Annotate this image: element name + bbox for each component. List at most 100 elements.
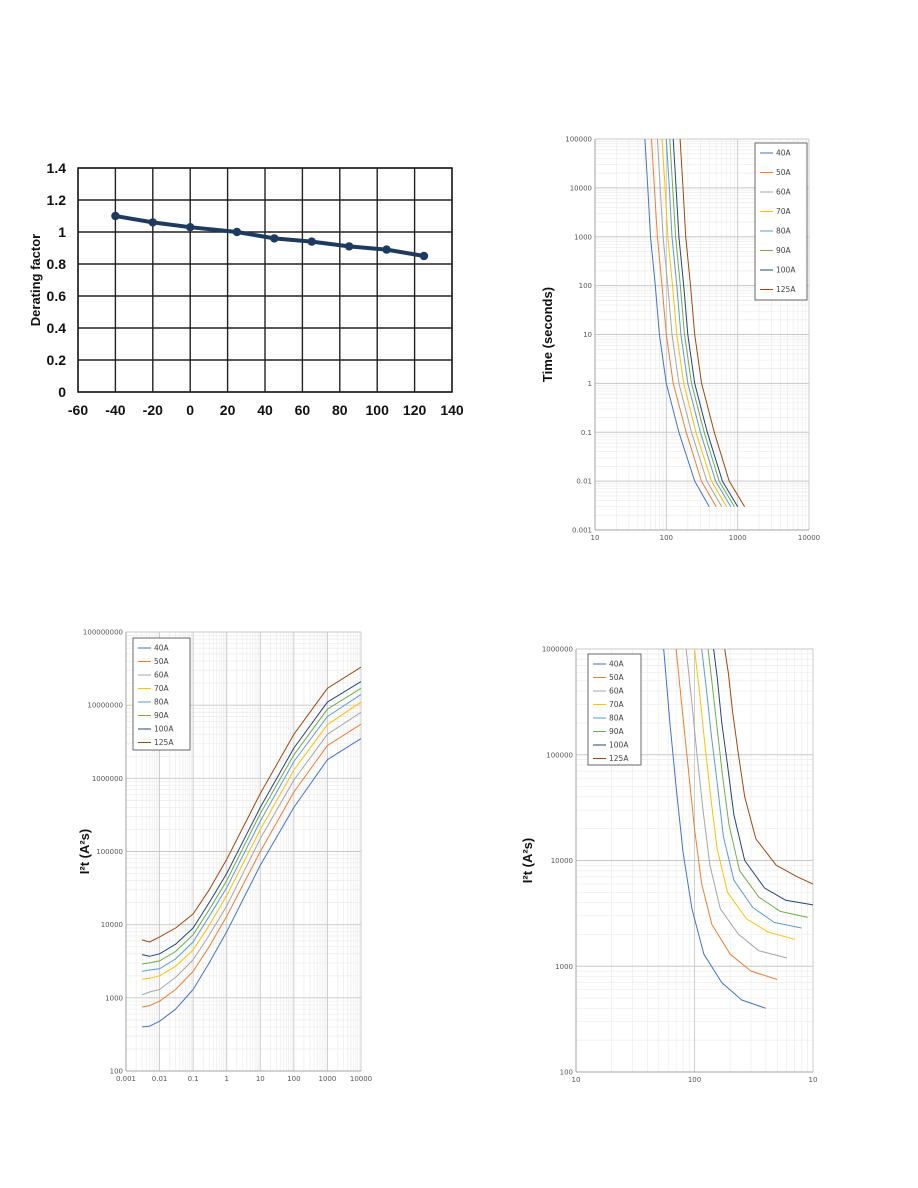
data-point	[270, 234, 279, 243]
x-tick-label: 60	[295, 402, 311, 418]
legend-label: 70A	[609, 700, 625, 709]
y-tick-label: 1.4	[47, 160, 67, 176]
x-tick-label: 80	[332, 402, 348, 418]
y-tick-label: 0.01	[576, 478, 592, 486]
series-line-70A	[661, 139, 728, 507]
series-line-60A	[685, 649, 787, 959]
y-tick-label: 10000	[570, 184, 592, 192]
series-line-40A	[141, 738, 361, 1028]
series-line-70A	[141, 701, 361, 980]
x-tick-label: -20	[143, 402, 163, 418]
y-tick-label: 1.2	[47, 192, 67, 208]
legend-label: 80A	[609, 714, 625, 723]
y-tick-label: 0.2	[47, 352, 67, 368]
legend-label: 50A	[609, 673, 625, 682]
y-tick-label: 1000000	[92, 775, 123, 783]
legend-label: 80A	[154, 698, 170, 707]
y-tick-label: 100	[110, 1068, 123, 1076]
y-axis-label: Time (seconds)	[540, 287, 555, 382]
y-tick-label: 1000	[105, 994, 123, 1002]
y-tick-label: 10000000	[87, 702, 123, 710]
y-axis-label: I²t (A²s)	[77, 829, 92, 875]
legend-box	[587, 653, 642, 766]
log-chart-2: 0.001 0.01 0.1 1 10 100 1000 10000 100 1000 10000 1…	[77, 629, 372, 1084]
series-line-50A	[675, 649, 778, 980]
x-tick-label: 10	[572, 1076, 581, 1084]
series-line-50A	[141, 723, 361, 1008]
y-tick-label: 100000	[546, 751, 573, 759]
y-tick-label: 0.8	[47, 256, 67, 272]
x-tick-label: 20	[220, 402, 236, 418]
series-line-80A	[665, 139, 732, 507]
y-tick-label: 0.6	[47, 288, 67, 304]
x-tick-label: 140	[440, 402, 464, 418]
series-line-80A	[701, 649, 802, 929]
legend-label: 90A	[776, 246, 792, 255]
x-tick-label: 1000	[729, 534, 747, 542]
x-tick-label: 100	[287, 1075, 300, 1083]
legend-label: 100A	[776, 266, 796, 275]
data-point	[148, 218, 157, 227]
series-line-40A	[644, 139, 710, 507]
y-tick-label: 10000	[551, 857, 573, 865]
y-tick-label: 10	[583, 331, 592, 339]
y-tick-label: 1000	[574, 233, 592, 241]
x-tick-label: 1000	[319, 1075, 337, 1083]
data-point	[232, 227, 242, 237]
x-tick-label: 120	[403, 402, 427, 418]
legend-label: 125A	[154, 738, 174, 747]
y-tick-label: 100000	[96, 848, 123, 856]
series-line-125A	[141, 666, 361, 943]
series-line-90A	[669, 139, 735, 507]
y-tick-label: 100000000	[83, 629, 123, 637]
legend-label: 50A	[154, 657, 170, 666]
series-group	[644, 139, 746, 507]
data-point	[419, 251, 429, 261]
x-tick-label: 0.01	[152, 1075, 168, 1083]
legend-label: 125A	[609, 754, 629, 763]
legend-label: 100A	[609, 741, 629, 750]
y-tick-label: 10000	[101, 921, 123, 929]
x-tick-label: 0	[186, 402, 194, 418]
x-tick-label: 10	[809, 1076, 818, 1084]
y-tick-label: 1	[588, 380, 592, 388]
y-tick-label: 0.1	[581, 429, 592, 437]
series-line-100A	[141, 681, 361, 957]
legend-box	[132, 637, 191, 751]
data-point	[186, 223, 195, 232]
x-tick-label: 0.1	[188, 1075, 199, 1083]
x-tick-label: 10000	[350, 1075, 372, 1083]
series-line-50A	[651, 139, 717, 507]
legend-label: 90A	[154, 711, 170, 720]
y-tick-label: 1000000	[542, 646, 573, 654]
series-group	[663, 649, 813, 1009]
derating-chart: -60 -40 -20 0 20 40 60 80 100 120 140 0 0.2 0.4 0.6 0.8…	[28, 160, 464, 418]
legend-label: 40A	[154, 644, 170, 653]
series-line-90A	[141, 687, 361, 965]
x-tick-label: 100	[688, 1076, 701, 1084]
y-tick-label: 0.4	[47, 320, 67, 336]
y-axis-label: Derating factor	[28, 234, 43, 326]
x-tick-label: 10	[591, 534, 600, 542]
y-tick-label: 0.001	[572, 527, 592, 535]
series-line-40A	[663, 649, 766, 1009]
series-line-90A	[707, 649, 808, 918]
y-tick-label: 1	[58, 224, 66, 240]
x-tick-label: -60	[68, 402, 88, 418]
x-tick-label: 0.001	[116, 1075, 136, 1083]
legend-label: 80A	[776, 227, 792, 236]
legend-label: 50A	[776, 168, 792, 177]
series-line-60A	[656, 139, 723, 507]
series-line-80A	[141, 694, 361, 972]
legend-label: 70A	[776, 207, 792, 216]
x-tick-label: 1	[224, 1075, 228, 1083]
data-point	[344, 242, 354, 251]
y-tick-label: 100	[560, 1069, 573, 1077]
series-line-70A	[694, 649, 795, 940]
legend-label: 40A	[609, 660, 625, 669]
legend-label: 60A	[154, 671, 170, 680]
x-tick-label: 10	[256, 1075, 265, 1083]
data-point	[111, 211, 120, 221]
